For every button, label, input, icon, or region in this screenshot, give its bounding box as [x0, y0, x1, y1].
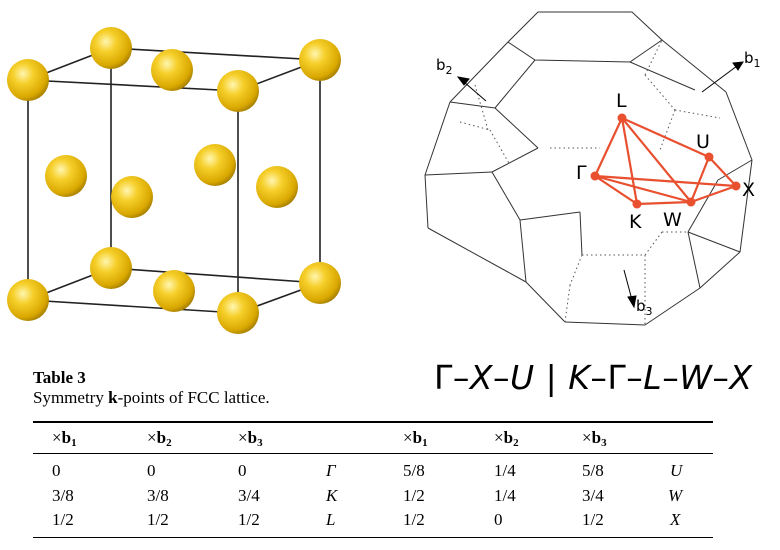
table-header-cell: ×b3: [582, 428, 607, 449]
point-l: [617, 113, 627, 123]
atom: [194, 144, 236, 186]
point-w: [686, 197, 696, 207]
table-cell: 1/2: [403, 486, 425, 505]
table-cell: 3/4: [238, 486, 260, 505]
label-u: U: [696, 131, 710, 153]
table-bottom-rule: [33, 537, 713, 538]
table-cell: 1/2: [238, 510, 260, 529]
table-cell: 0: [494, 510, 503, 529]
label-w: W: [663, 209, 682, 231]
b3-label: b3: [636, 297, 653, 318]
label-k: K: [629, 211, 642, 233]
atom: [153, 270, 195, 312]
table-cell: 1/2: [52, 510, 74, 529]
atom: [217, 292, 259, 334]
table-header-cell: ×b2: [147, 428, 172, 449]
brillouin-zone-diagram: b2 b1 b3 Γ L U K W X: [424, 11, 761, 326]
atom: [7, 59, 49, 101]
point-x: [731, 181, 741, 191]
atom: [90, 27, 132, 69]
table-header-cell: ×b3: [238, 428, 263, 449]
label-l: L: [616, 90, 627, 112]
table-cell: 3/8: [147, 486, 169, 505]
table-cell: 1/4: [494, 486, 516, 505]
bz-solid-edges: [424, 11, 753, 326]
table-title: Table 3: [33, 368, 86, 387]
reciprocal-vectors: [456, 61, 744, 309]
table-cell: K: [326, 486, 338, 505]
k-path-label: Γ–X–U | K–Γ–L–W–X: [434, 358, 753, 397]
k-points: [590, 113, 741, 209]
b1-label: b1: [744, 49, 761, 70]
table-cell: 0: [52, 461, 61, 480]
atom: [256, 166, 298, 208]
table-cell: 0: [238, 461, 247, 480]
fcc-lattice-diagram: [7, 27, 341, 334]
table-cell: 3/8: [52, 486, 74, 505]
table-cell: X: [670, 510, 681, 529]
table-cell: 0: [147, 461, 156, 480]
atom: [299, 262, 341, 304]
table-cell: 1/2: [582, 510, 604, 529]
atoms: [7, 27, 341, 334]
table-cell: 5/8: [403, 461, 425, 480]
atom: [90, 247, 132, 289]
bz-hidden-edges: [459, 39, 721, 325]
atom: [217, 70, 259, 112]
table-cell: 1/2: [147, 510, 169, 529]
table-cell: W: [668, 486, 683, 505]
table-cell: 3/4: [582, 486, 604, 505]
table-cell: 1/4: [494, 461, 516, 480]
table-cell: U: [670, 461, 683, 480]
point-gamma: [590, 171, 600, 181]
point-k: [632, 199, 642, 209]
atom: [151, 49, 193, 91]
point-u: [704, 152, 714, 162]
table-cell: 5/8: [582, 461, 604, 480]
label-gamma: Γ: [576, 162, 587, 184]
atom: [7, 279, 49, 321]
table-header-cell: ×b1: [52, 428, 77, 449]
label-x: X: [742, 179, 755, 201]
table-header-cell: ×b2: [494, 428, 519, 449]
table-header-cell: ×b1: [403, 428, 428, 449]
table-header-rule: [33, 453, 713, 454]
table-caption: Symmetry k-points of FCC lattice.: [33, 388, 270, 407]
atom: [45, 155, 87, 197]
k-path: [594, 116, 737, 206]
table-cell: Γ: [326, 461, 336, 480]
atom: [111, 176, 153, 218]
atom: [299, 39, 341, 81]
b2-label: b2: [436, 56, 453, 77]
table-cell: L: [326, 510, 336, 529]
table-top-rule: [33, 421, 713, 423]
table-cell: 1/2: [403, 510, 425, 529]
